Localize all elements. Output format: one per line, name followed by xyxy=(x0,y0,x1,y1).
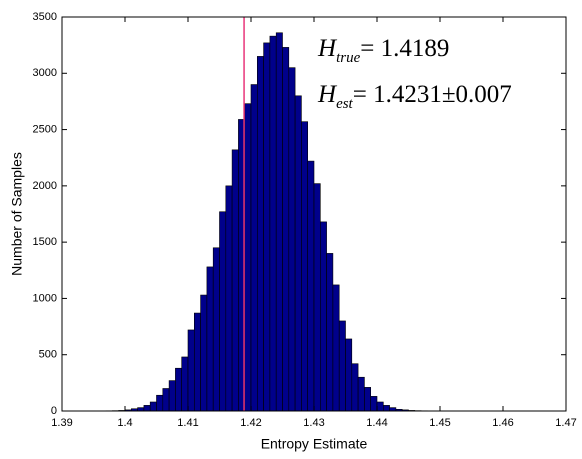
bar xyxy=(263,42,271,412)
annotation-text: = 1.4189 xyxy=(360,35,449,62)
annotation-symbol: H xyxy=(317,35,338,62)
bar xyxy=(181,356,189,412)
bar xyxy=(376,401,384,412)
bar xyxy=(225,185,233,412)
y-tick-label: 3000 xyxy=(33,67,57,79)
annotation: Hest= 1.4231±0.007 xyxy=(317,81,512,113)
annotation-subscript: est xyxy=(336,96,353,112)
bar xyxy=(364,387,371,412)
bar xyxy=(338,320,346,412)
y-tick-label: 2500 xyxy=(33,123,57,135)
annotation-text: = 1.4231±0.007 xyxy=(353,81,512,108)
x-tick-label: 1.46 xyxy=(492,417,513,429)
bar xyxy=(357,376,365,412)
y-axis-label: Number of Samples xyxy=(9,152,25,276)
y-tick-label: 0 xyxy=(51,405,57,417)
bar xyxy=(143,405,151,412)
x-tick-label: 1.39 xyxy=(51,417,72,429)
bar xyxy=(219,211,227,412)
bar xyxy=(275,32,283,412)
bar xyxy=(351,363,359,412)
bar xyxy=(250,84,258,412)
bar xyxy=(156,394,164,412)
y-tick-label: 1000 xyxy=(33,292,57,304)
bar xyxy=(301,121,308,412)
bar xyxy=(206,266,214,412)
y-tick-label: 2000 xyxy=(33,180,57,192)
bar xyxy=(389,407,397,412)
bar xyxy=(162,388,170,412)
bar xyxy=(244,103,252,412)
bar xyxy=(187,329,195,412)
bar xyxy=(307,160,315,412)
bar xyxy=(294,95,302,412)
x-tick-label: 1.44 xyxy=(366,417,387,429)
bar xyxy=(212,247,220,412)
bar xyxy=(288,67,296,412)
bar xyxy=(269,35,277,412)
bar xyxy=(313,183,321,412)
bar xyxy=(175,367,182,412)
bar xyxy=(345,338,353,412)
bar xyxy=(231,149,239,412)
annotation-symbol: H xyxy=(317,81,338,108)
bar xyxy=(382,405,390,412)
bar xyxy=(168,380,176,412)
bar xyxy=(319,221,327,412)
x-tick-label: 1.45 xyxy=(429,417,450,429)
x-tick-label: 1.47 xyxy=(555,417,576,429)
bar xyxy=(370,396,378,412)
y-tick-label: 1500 xyxy=(33,236,57,248)
x-tick-label: 1.4 xyxy=(117,417,132,429)
y-tick-label: 3500 xyxy=(33,11,57,23)
bar xyxy=(332,284,340,412)
x-axis-label: Entropy Estimate xyxy=(261,436,368,452)
x-tick-label: 1.42 xyxy=(240,417,261,429)
bar xyxy=(256,56,264,412)
x-tick-label: 1.41 xyxy=(177,417,198,429)
x-tick-label: 1.43 xyxy=(303,417,324,429)
bar xyxy=(149,401,157,412)
annotation-subscript: true xyxy=(336,50,361,66)
annotation: Htrue= 1.4189 xyxy=(317,35,449,67)
y-tick-label: 500 xyxy=(39,349,57,361)
bar xyxy=(137,407,145,412)
bar xyxy=(194,312,201,412)
bar xyxy=(326,253,334,412)
bar xyxy=(200,294,208,412)
bar xyxy=(282,47,290,412)
